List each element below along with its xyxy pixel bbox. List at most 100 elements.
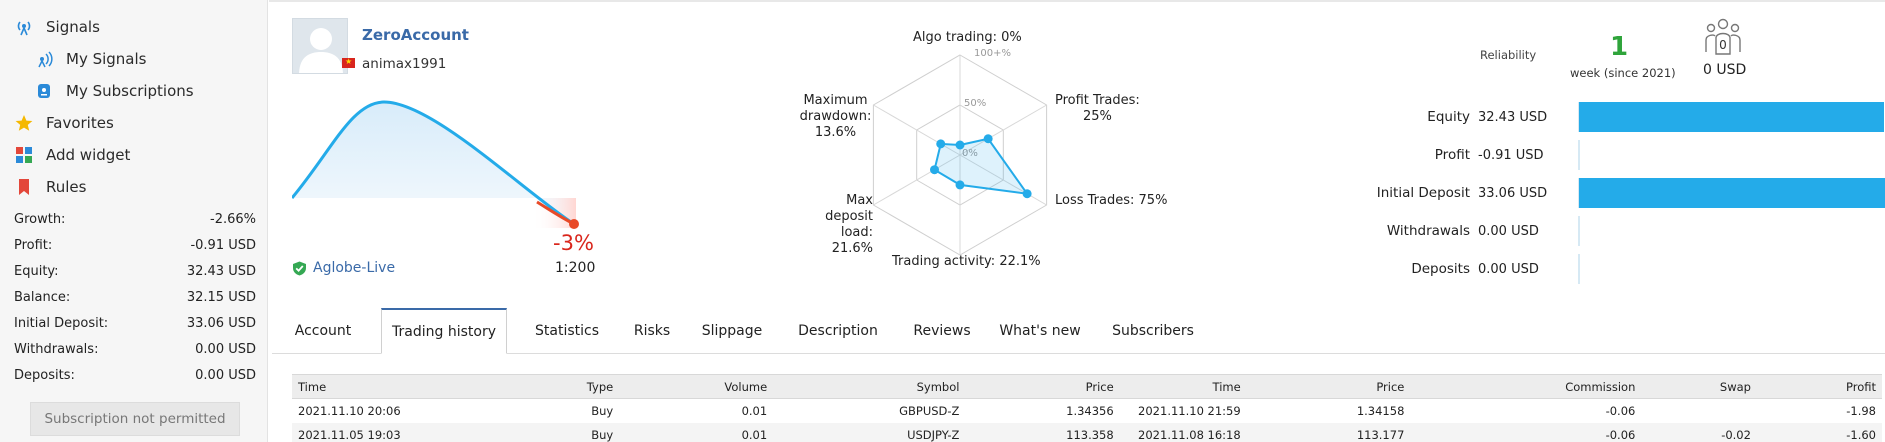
column-header[interactable]: Price: [1246, 374, 1411, 399]
table-cell: 113.358: [965, 422, 1120, 442]
nav-add-widget[interactable]: Add widget: [14, 141, 130, 169]
tab-statistics[interactable]: Statistics: [535, 323, 599, 339]
nav-rules[interactable]: Rules: [14, 173, 86, 201]
stat-deposits: Deposits: 0.00 USD: [14, 364, 256, 386]
tab-trading-history[interactable]: Trading history: [381, 308, 507, 354]
column-header[interactable]: Time: [292, 374, 495, 399]
stat-label: Equity:: [14, 263, 59, 279]
subscription-button[interactable]: Subscription not permitted: [30, 402, 240, 436]
bar-row-deposits: Deposits 0.00 USD: [1330, 254, 1885, 284]
table-cell: GBPUSD-Z: [899, 403, 960, 418]
column-header[interactable]: Commission: [1410, 374, 1642, 399]
radar-label-line: 13.6%: [814, 125, 857, 140]
country-flag-icon: [342, 56, 355, 68]
stat-growth: Growth: -2.66%: [14, 208, 256, 230]
stat-value: 0.00 USD: [195, 341, 256, 357]
tab-whats-new[interactable]: What's new: [999, 323, 1081, 339]
nav-label: Favorites: [46, 114, 114, 132]
broker-name: Aglobe-Live: [313, 260, 396, 276]
radar-point-algo-trading: [955, 140, 965, 150]
tab-slippage[interactable]: Slippage: [701, 323, 763, 339]
column-header[interactable]: Volume: [619, 374, 774, 399]
bar-value: 0.00 USD: [1478, 224, 1539, 239]
bar-value: -0.91 USD: [1478, 148, 1544, 163]
column-header[interactable]: Price: [965, 374, 1120, 399]
weeks-count: 1: [1610, 32, 1629, 62]
tab-account[interactable]: Account: [294, 323, 352, 339]
shield-check-icon: [293, 261, 306, 275]
stat-label: Initial Deposit:: [14, 315, 109, 331]
broker-link[interactable]: Aglobe-Live: [292, 260, 395, 276]
radar-point-maximum-drawdown: [936, 139, 946, 149]
bar-fill: [1579, 102, 1884, 132]
column-header[interactable]: Symbol: [773, 374, 966, 399]
column-header[interactable]: Type: [494, 374, 620, 399]
user-silhouette-icon: [299, 28, 343, 73]
widget-icon: [14, 145, 34, 165]
stat-label: Balance:: [14, 289, 71, 305]
subscription-icon: [34, 81, 54, 101]
radar-point-loss-trades: [1022, 189, 1032, 199]
radar-series: [930, 134, 1032, 199]
stat-value: 33.06 USD: [186, 315, 256, 331]
stat-label: Withdrawals:: [14, 341, 99, 357]
subscribers-value: 0 USD: [1703, 62, 1747, 78]
tab-risks[interactable]: Risks: [633, 323, 671, 339]
radar-scale-100: 100+%: [974, 48, 1011, 59]
subscribers-icon: 0: [1703, 18, 1743, 60]
subscribers-count: 0: [1719, 38, 1727, 52]
nav-label: My Subscriptions: [66, 82, 194, 100]
bar-row-initial-deposit: Initial Deposit 33.06 USD: [1330, 178, 1885, 208]
radar-chart: 100+% 50% 0%: [872, 48, 1048, 256]
radar-label-line: Max deposit: [825, 193, 873, 224]
table-cell: 1.34158: [1356, 403, 1405, 418]
table-cell: USDJPY-Z: [773, 422, 966, 442]
nav-signals[interactable]: Signals: [14, 13, 100, 41]
nav-favorites[interactable]: Favorites: [14, 109, 114, 137]
bar-axis: [1578, 254, 1580, 284]
table-cell: [1641, 399, 1757, 423]
reliability-label: Reliability: [1480, 48, 1537, 62]
stat-equity: Equity: 32.43 USD: [14, 260, 256, 282]
tab-reviews[interactable]: Reviews: [913, 323, 971, 339]
radar-label-line: Maximum: [803, 93, 868, 108]
bar-label: Equity: [1427, 109, 1470, 125]
avatar[interactable]: [292, 18, 348, 74]
nav-my-signals[interactable]: My Signals: [34, 45, 146, 73]
growth-chart: [292, 100, 579, 229]
radar-label-line: Profit Trades:: [1055, 93, 1140, 108]
table-cell: 113.177: [1246, 422, 1411, 442]
nav-label: Add widget: [46, 146, 131, 164]
bar-row-profit: Profit -0.91 USD: [1330, 140, 1885, 170]
username[interactable]: animax1991: [362, 56, 447, 72]
nav-my-subscriptions[interactable]: My Subscriptions: [34, 77, 194, 105]
tab-subscribers[interactable]: Subscribers: [1112, 323, 1194, 339]
column-header[interactable]: Time: [1119, 374, 1247, 399]
table-cell: -1.98: [1846, 403, 1876, 418]
radar-label-loss-trades: Loss Trades: 75%: [1055, 193, 1168, 208]
radar-label-line: load: 21.6%: [831, 225, 873, 256]
growth-endpoint: [569, 219, 579, 229]
table-row: 2021.11.10 20:06 Buy 0.01 GBPUSD-Z 1.343…: [292, 399, 1882, 423]
table-cell: -0.06: [1410, 422, 1642, 442]
stat-initial-deposit: Initial Deposit: 33.06 USD: [14, 312, 256, 334]
radar-spoke: [873, 154, 961, 206]
table-cell: -0.06: [1605, 403, 1636, 418]
signal-icon: [14, 17, 34, 37]
radar-point-trading-activity: [955, 180, 965, 190]
column-header[interactable]: Profit: [1756, 374, 1882, 399]
nav-label: Signals: [46, 18, 100, 36]
radar-label-deposit-load: Max deposit load: 21.6%: [798, 193, 873, 257]
top-divider: [269, 0, 1885, 2]
stat-value: 32.15 USD: [186, 289, 256, 305]
table-cell: 2021.11.10 21:59: [1138, 403, 1241, 418]
radar-point-max-deposit-load: [930, 165, 940, 175]
table-cell: -1.60: [1756, 422, 1882, 442]
account-name-link[interactable]: ZeroAccount: [362, 26, 469, 44]
stat-label: Growth:: [14, 211, 66, 227]
bar-row-withdrawals: Withdrawals 0.00 USD: [1330, 216, 1885, 246]
radar-label-drawdown: Maximum drawdown: 13.6%: [798, 93, 873, 141]
column-header[interactable]: Swap: [1641, 374, 1757, 399]
tab-description[interactable]: Description: [798, 323, 878, 339]
bar-value: 33.06 USD: [1478, 186, 1548, 201]
